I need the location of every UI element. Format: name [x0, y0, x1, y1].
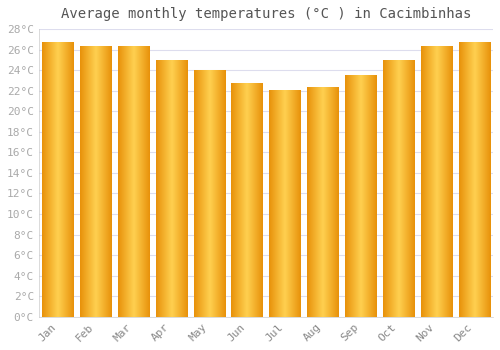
Title: Average monthly temperatures (°C ) in Cacimbinhas: Average monthly temperatures (°C ) in Ca… [60, 7, 471, 21]
